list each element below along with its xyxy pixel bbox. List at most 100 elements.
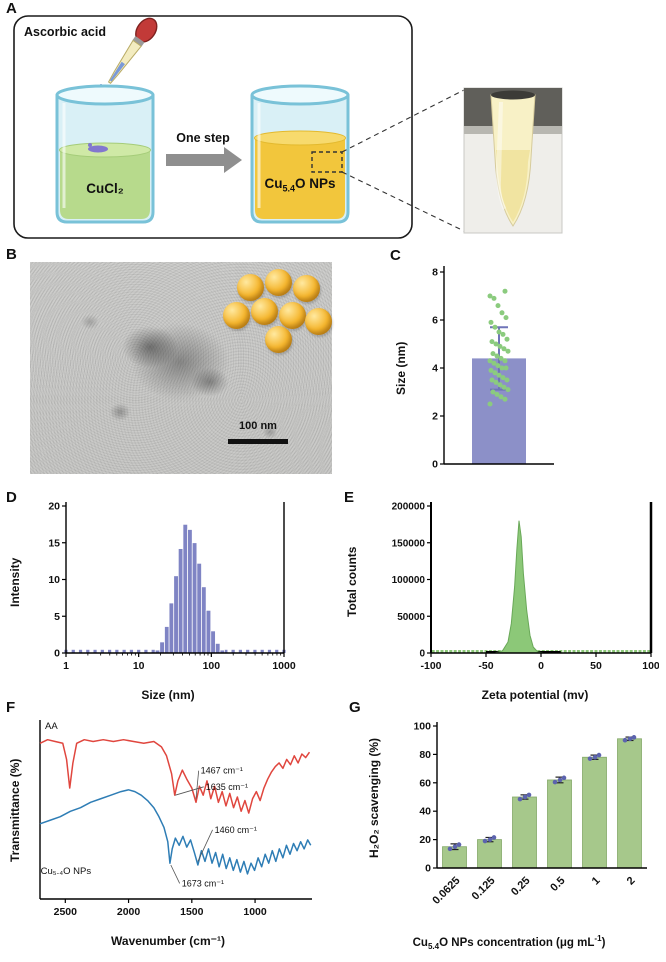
baseline-marker bbox=[71, 649, 75, 653]
y-tick-label: 60 bbox=[419, 777, 431, 789]
one-step-label: One step bbox=[176, 131, 230, 145]
replicate-dot bbox=[482, 838, 488, 844]
series-label: Cu₅.₄O NPs bbox=[41, 866, 92, 877]
size-dot bbox=[498, 394, 504, 400]
g-xlabel-sub: 5.4 bbox=[427, 942, 440, 952]
baseline-marker bbox=[440, 650, 444, 653]
panel-label-d: D bbox=[6, 489, 17, 506]
size-dot bbox=[500, 375, 506, 381]
e-xaxis-label: Zeta potential (mv) bbox=[481, 688, 589, 702]
baseline-marker bbox=[86, 649, 90, 653]
baseline-marker bbox=[563, 650, 567, 653]
ftir-annotation: 1467 cm⁻¹ bbox=[201, 766, 243, 776]
process-arrow bbox=[166, 147, 242, 173]
size-dot bbox=[490, 351, 496, 357]
baseline-marker bbox=[144, 649, 148, 653]
baseline-marker bbox=[246, 649, 250, 653]
size-dot bbox=[500, 331, 506, 337]
replicate-dot bbox=[596, 752, 602, 758]
beaker-np: Cu5.4O NPs bbox=[250, 84, 350, 224]
baseline-marker bbox=[238, 649, 242, 653]
scavenging-bar bbox=[582, 756, 607, 869]
baseline-marker bbox=[466, 650, 470, 653]
x-tick-label: 1500 bbox=[180, 906, 204, 918]
baseline-marker bbox=[275, 649, 279, 653]
zeta-peak bbox=[494, 520, 544, 654]
y-tick-label: 6 bbox=[432, 315, 438, 327]
d-xaxis-label: Size (nm) bbox=[141, 688, 195, 702]
x-tick-label: 100 bbox=[203, 660, 221, 672]
size-dot bbox=[501, 346, 507, 352]
replicate-dot bbox=[522, 794, 528, 800]
ftir-spectra: 2500 2000 1500 1000 AA Cu₅.₄O NPs 1467 cm⁻¹ 163… bbox=[39, 720, 312, 918]
baseline-marker bbox=[638, 650, 642, 653]
dls-bar bbox=[182, 524, 188, 654]
y-tick-label: 100 bbox=[413, 721, 431, 733]
x-tick-label: -100 bbox=[420, 660, 441, 672]
x-tick-label: 0.25 bbox=[509, 875, 533, 899]
panel-label-a: A bbox=[6, 0, 17, 17]
beaker1-label: CuCl₂ bbox=[86, 181, 124, 196]
scalebar-label: 100 nm bbox=[239, 420, 277, 432]
baseline-marker bbox=[480, 650, 484, 653]
baseline-marker bbox=[267, 649, 272, 653]
ftir-annotation: 1673 cm⁻¹ bbox=[182, 878, 224, 888]
panel-label-g: G bbox=[349, 699, 361, 716]
dls-bar bbox=[201, 586, 207, 654]
baseline-marker bbox=[471, 650, 475, 653]
e-yaxis-label: Total counts bbox=[345, 546, 359, 618]
size-dot bbox=[488, 319, 494, 325]
baseline-marker bbox=[100, 649, 104, 653]
y-tick-label: 0 bbox=[419, 649, 425, 660]
replicate-dot bbox=[552, 779, 558, 785]
size-dot bbox=[503, 315, 509, 321]
size-dot bbox=[488, 367, 494, 373]
baseline-marker bbox=[122, 649, 126, 653]
x-tick-label: -50 bbox=[478, 660, 493, 672]
size-dot bbox=[496, 329, 502, 335]
dls-bar bbox=[159, 641, 165, 654]
baseline-marker bbox=[253, 649, 257, 653]
g-xaxis-label: Cu5.4O NPs concentration (μg mL-1) bbox=[359, 934, 659, 951]
y-tick-label: 40 bbox=[419, 806, 431, 818]
baseline-marker bbox=[449, 650, 453, 653]
baseline-marker bbox=[224, 649, 228, 653]
f-yaxis-label: Transmittance (%) bbox=[8, 758, 22, 862]
y-tick-label: 100000 bbox=[392, 575, 426, 586]
replicate-dot bbox=[452, 844, 458, 849]
baseline-marker bbox=[115, 649, 119, 653]
np-label-sub: 5.4 bbox=[282, 184, 295, 194]
ftir-annotation: 1460 cm⁻¹ bbox=[215, 825, 257, 835]
dls-bar bbox=[196, 562, 202, 654]
c-yaxis-label: Size (nm) bbox=[394, 341, 408, 395]
baseline-marker bbox=[568, 650, 572, 653]
baseline-marker bbox=[581, 650, 585, 653]
baseline-marker bbox=[598, 650, 602, 653]
baseline-marker bbox=[431, 650, 435, 653]
replicate-dot bbox=[447, 846, 453, 852]
baseline-marker bbox=[585, 650, 589, 653]
size-dot bbox=[491, 295, 497, 301]
splash bbox=[88, 145, 108, 153]
tube-liquid bbox=[496, 150, 530, 222]
size-dot bbox=[501, 384, 507, 390]
dls-bar bbox=[164, 626, 170, 654]
size-dot bbox=[502, 396, 508, 402]
size-dot bbox=[495, 303, 501, 309]
nanoparticle-sphere bbox=[237, 274, 264, 301]
x-tick-label: 100 bbox=[642, 660, 659, 672]
y-tick-label: 50000 bbox=[397, 612, 425, 623]
x-tick-label: 10 bbox=[133, 660, 145, 672]
tube-opening bbox=[491, 90, 535, 100]
annotation-leader bbox=[195, 770, 200, 799]
dropper-icon bbox=[107, 17, 158, 84]
size-dot bbox=[490, 389, 496, 395]
size-dot bbox=[497, 343, 503, 349]
dls-bar bbox=[205, 610, 212, 654]
replicate-dot bbox=[491, 835, 497, 840]
x-tick-label: 0 bbox=[538, 660, 544, 672]
baseline-marker bbox=[78, 649, 83, 653]
baseline-marker bbox=[642, 650, 646, 653]
replicate-dot bbox=[487, 837, 493, 842]
